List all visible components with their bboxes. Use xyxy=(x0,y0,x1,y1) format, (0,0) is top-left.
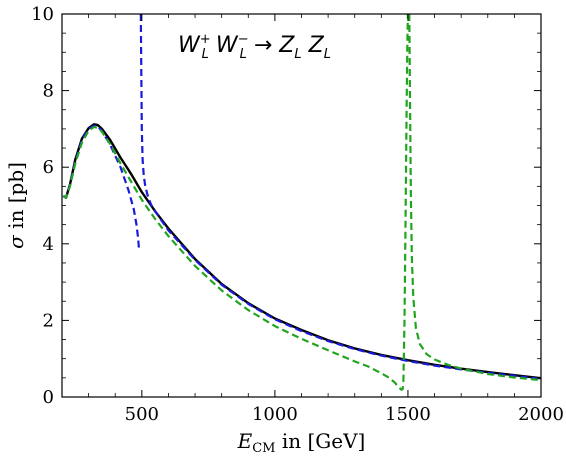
chart-title: W+L​ W−L​ → ZL​ ZL​ xyxy=(178,32,331,62)
series-blue-dashed-1 xyxy=(62,124,141,252)
series-green-dashed-5 xyxy=(408,14,541,382)
series-blue-dashed-2 xyxy=(139,14,541,381)
series-green-dashed-4 xyxy=(402,14,409,382)
y-tick-label: 8 xyxy=(43,81,54,102)
x-tick-label: 1500 xyxy=(385,404,431,425)
y-tick-label: 2 xyxy=(43,310,54,331)
x-axis-label: ECM in [GeV] xyxy=(237,429,366,456)
axis-ticks: 500 1000 1500 2000 0 2 4 6 8 10 xyxy=(31,4,564,425)
x-tick-label: 2000 xyxy=(518,404,564,425)
y-tick-label: 6 xyxy=(43,157,54,178)
series-green-dashed-3 xyxy=(62,125,405,391)
y-tick-label: 10 xyxy=(31,4,54,25)
x-tick-label: 1000 xyxy=(252,404,298,425)
x-tick-label: 500 xyxy=(125,404,159,425)
y-axis-label: σ in [pb] xyxy=(4,162,28,249)
plot-frame xyxy=(61,13,542,398)
y-tick-label: 4 xyxy=(43,234,54,255)
y-tick-label: 0 xyxy=(43,387,54,408)
curves-layer xyxy=(62,14,541,391)
